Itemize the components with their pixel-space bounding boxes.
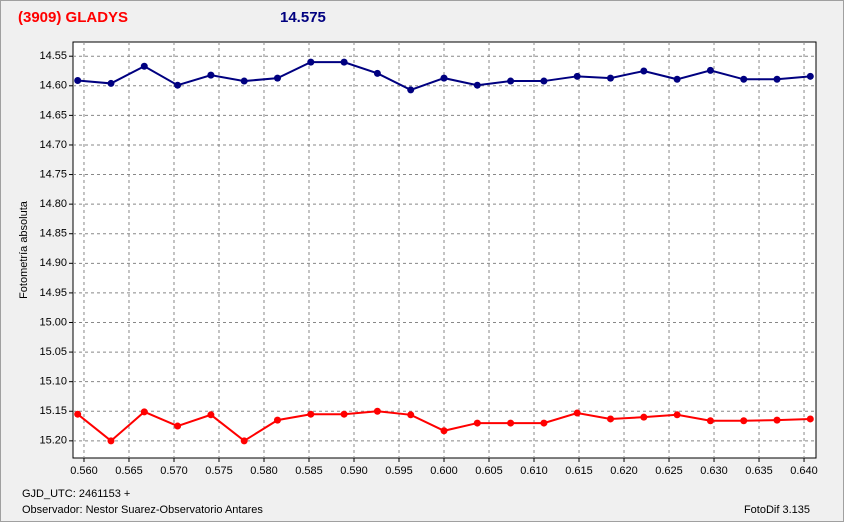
y-tick-label: 15.05 <box>39 346 67 358</box>
data-point <box>673 411 681 419</box>
y-tick-label: 15.00 <box>39 316 67 328</box>
y-tick-label: 15.15 <box>39 405 67 417</box>
data-point <box>473 419 481 427</box>
x-tick-label: 0.630 <box>700 465 728 477</box>
data-point <box>440 427 448 435</box>
data-point <box>107 437 115 445</box>
y-tick-label: 15.20 <box>39 435 67 447</box>
data-point <box>207 411 215 419</box>
x-tick-label: 0.580 <box>250 465 278 477</box>
data-point <box>340 410 348 418</box>
data-point <box>773 416 781 424</box>
data-point <box>140 62 148 70</box>
data-point <box>773 75 781 83</box>
data-point <box>740 75 748 83</box>
data-point <box>140 408 148 416</box>
x-tick-label: 0.620 <box>610 465 638 477</box>
data-point <box>174 422 182 430</box>
x-tick-label: 0.570 <box>160 465 188 477</box>
y-tick-label: 14.55 <box>39 50 67 62</box>
observer: Observador: Nestor Suarez-Observatorio A… <box>22 504 263 516</box>
y-tick-label: 14.85 <box>39 228 67 240</box>
data-point <box>207 71 215 79</box>
data-point <box>573 409 581 417</box>
y-tick-label: 14.65 <box>39 109 67 121</box>
x-tick-label: 0.585 <box>295 465 323 477</box>
data-point <box>373 69 381 77</box>
data-point <box>540 77 548 85</box>
x-tick-label: 0.625 <box>655 465 683 477</box>
data-point <box>740 417 748 425</box>
data-point <box>473 81 481 89</box>
x-tick-label: 0.590 <box>340 465 368 477</box>
data-point <box>673 75 681 83</box>
x-tick-label: 0.615 <box>565 465 593 477</box>
data-point <box>806 72 814 80</box>
x-axis-label: GJD_UTC: 2461153 + <box>22 488 130 500</box>
software-version: FotoDif 3.135 <box>744 504 810 516</box>
data-point <box>640 67 648 75</box>
data-point <box>273 416 281 424</box>
data-point <box>307 410 315 418</box>
data-point <box>407 411 415 419</box>
data-point <box>240 437 248 445</box>
x-tick-label: 0.565 <box>115 465 143 477</box>
data-point <box>507 77 515 85</box>
data-point <box>507 419 515 427</box>
x-tick-label: 0.635 <box>745 465 773 477</box>
y-tick-label: 14.90 <box>39 257 67 269</box>
x-tick-label: 0.600 <box>430 465 458 477</box>
y-tick-label: 14.95 <box>39 287 67 299</box>
data-point <box>107 79 115 87</box>
data-point <box>640 413 648 421</box>
y-tick-label: 14.70 <box>39 139 67 151</box>
x-tick-label: 0.605 <box>475 465 503 477</box>
data-point <box>74 410 82 418</box>
y-tick-label: 14.60 <box>39 80 67 92</box>
data-point <box>174 81 182 89</box>
data-point <box>240 77 248 85</box>
x-tick-label: 0.610 <box>520 465 548 477</box>
x-tick-label: 0.595 <box>385 465 413 477</box>
data-point <box>573 72 581 80</box>
data-point <box>340 58 348 66</box>
data-point <box>706 417 714 425</box>
data-point <box>607 415 615 423</box>
y-tick-label: 14.75 <box>39 168 67 180</box>
data-point <box>540 419 548 427</box>
chart-subtitle: 14.575 <box>280 9 326 26</box>
y-axis-label: Fotometría absoluta <box>18 200 30 299</box>
y-tick-label: 15.10 <box>39 376 67 388</box>
chart-title: (3909) GLADYS <box>18 9 128 26</box>
data-point <box>706 66 714 74</box>
y-tick-label: 14.80 <box>39 198 67 210</box>
x-tick-label: 0.575 <box>205 465 233 477</box>
x-tick-label: 0.560 <box>70 465 98 477</box>
x-tick-label: 0.640 <box>790 465 818 477</box>
data-point <box>307 58 315 66</box>
data-point <box>74 76 82 84</box>
data-point <box>407 86 415 94</box>
data-point <box>373 407 381 415</box>
data-point <box>440 74 448 82</box>
plot-area <box>72 41 817 459</box>
data-point <box>607 74 615 82</box>
data-point <box>806 415 814 423</box>
data-point <box>273 74 281 82</box>
